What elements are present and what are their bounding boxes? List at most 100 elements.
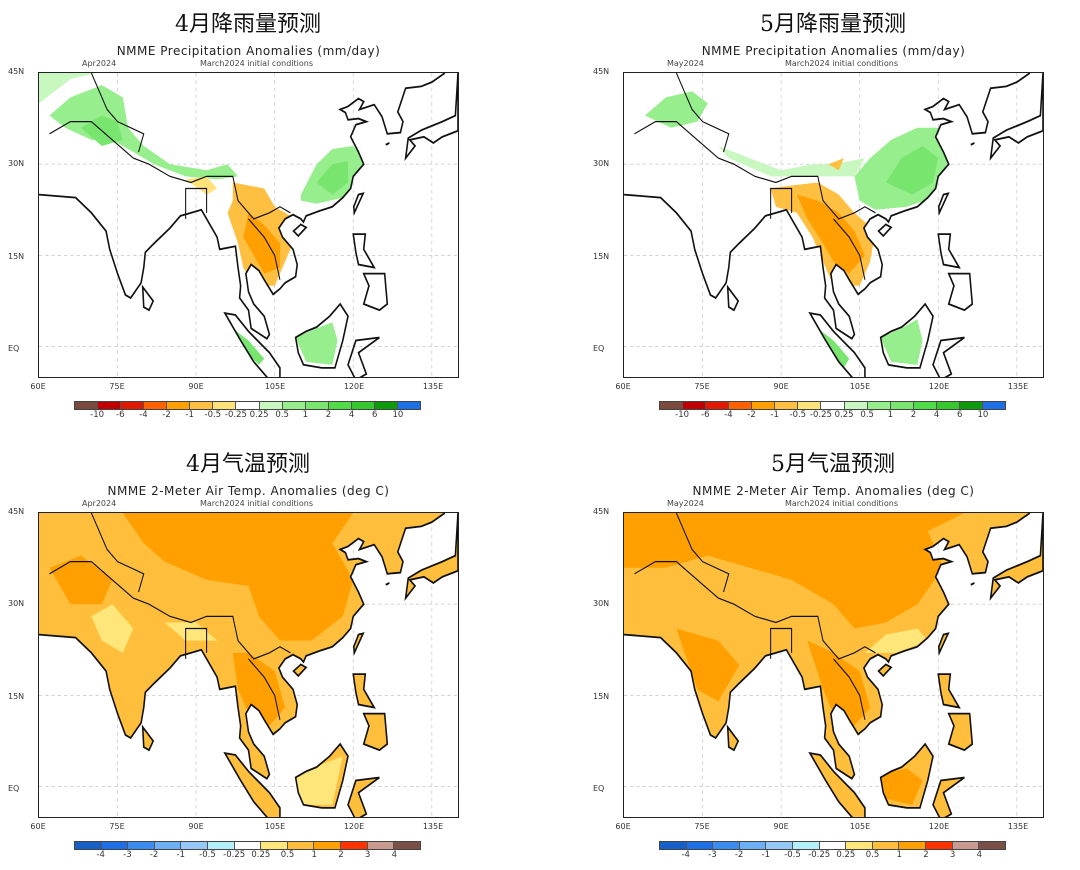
colorbar-label: -2 bbox=[734, 850, 744, 860]
colorbar-swatch bbox=[821, 402, 845, 409]
anomaly-region bbox=[243, 212, 280, 274]
island-coastline bbox=[937, 233, 961, 269]
lon-tick: 60E bbox=[30, 382, 46, 391]
lat-tick: EQ bbox=[8, 784, 20, 793]
island-coastline bbox=[352, 233, 376, 269]
anomaly-region bbox=[295, 322, 338, 365]
colorbar bbox=[74, 841, 421, 850]
country-border bbox=[634, 121, 876, 220]
may-precip-panel: 5月降雨量预测 NMME Precipitation Anomalies (mm… bbox=[585, 0, 1080, 430]
country-border bbox=[90, 73, 145, 153]
island-coastline bbox=[932, 336, 965, 377]
colorbar-label: -0.25 bbox=[223, 850, 246, 860]
lon-tick: 105E bbox=[849, 382, 871, 391]
lon-tick: 120E bbox=[343, 822, 365, 831]
april-temp-panel: 4月气温预测 NMME 2-Meter Air Temp. Anomalies … bbox=[0, 440, 540, 870]
colorbar-swatch bbox=[213, 402, 237, 409]
island-coastline bbox=[223, 311, 281, 377]
colorbar-swatch bbox=[660, 842, 687, 849]
colorbar-swatch bbox=[867, 402, 891, 409]
colorbar-swatch bbox=[798, 402, 822, 409]
island-coastline bbox=[292, 223, 308, 238]
map bbox=[39, 73, 458, 377]
lon-tick: 120E bbox=[928, 382, 950, 391]
colorbar-swatch bbox=[706, 402, 730, 409]
island-coastline bbox=[292, 663, 308, 678]
map-frame bbox=[623, 512, 1044, 818]
colorbar-label: -0.5 bbox=[204, 410, 222, 420]
anomaly-region bbox=[796, 194, 865, 274]
island-coastline bbox=[726, 284, 740, 312]
country-border bbox=[49, 561, 291, 660]
panel-heading: 5月气温预测 bbox=[771, 452, 895, 477]
colorbar-swatch bbox=[766, 842, 794, 849]
lon-tick: 120E bbox=[928, 822, 950, 831]
colorbar-label: 10 bbox=[392, 410, 404, 420]
island-coastline bbox=[362, 712, 389, 752]
colorbar-label: 1 bbox=[302, 410, 309, 420]
colorbar-swatch bbox=[844, 402, 868, 409]
anomaly-region bbox=[437, 352, 458, 371]
lat-tick: EQ bbox=[593, 344, 605, 353]
lon-tick: 105E bbox=[264, 382, 286, 391]
country-border bbox=[770, 187, 793, 219]
colorbar-label: -4 bbox=[96, 850, 105, 860]
lon-tick: 75E bbox=[694, 822, 710, 831]
colorbar-label: 0.5 bbox=[860, 410, 874, 420]
country-border bbox=[248, 658, 281, 720]
country-border bbox=[248, 218, 281, 280]
colorbar-swatch bbox=[144, 402, 168, 409]
colorbar-swatch bbox=[913, 402, 937, 409]
colorbar-label: 1 bbox=[896, 850, 902, 860]
anomaly-region bbox=[880, 768, 923, 805]
colorbar-swatch bbox=[154, 842, 182, 849]
colorbar-label: -6 bbox=[116, 410, 125, 420]
colorbar-swatch bbox=[234, 842, 262, 849]
colorbar-label: -0.5 bbox=[199, 850, 216, 860]
colorbar-swatch bbox=[872, 842, 900, 849]
lat-tick: EQ bbox=[593, 784, 605, 793]
map bbox=[624, 513, 1043, 817]
lat-tick: 30N bbox=[593, 159, 610, 168]
colorbar-label: 0.5 bbox=[275, 410, 289, 420]
colorbar-label: 0.25 bbox=[836, 850, 856, 860]
island-coastline bbox=[937, 673, 961, 709]
colorbar-swatch bbox=[959, 402, 983, 409]
island-coastline bbox=[937, 192, 950, 216]
country-border bbox=[833, 658, 866, 720]
island-coastline bbox=[989, 513, 1043, 601]
colorbar-label: 3 bbox=[364, 850, 371, 860]
colorbar-label: -4 bbox=[724, 410, 733, 420]
anomaly-region bbox=[718, 145, 865, 177]
colorbar-swatch bbox=[819, 842, 847, 849]
coastline bbox=[39, 73, 446, 340]
colorbar-swatch bbox=[846, 842, 873, 849]
lat-tick: 30N bbox=[8, 599, 25, 608]
map-title: NMME Precipitation Anomalies (mm/day) bbox=[116, 44, 381, 58]
colorbar-swatch bbox=[793, 842, 820, 849]
island-coastline bbox=[932, 776, 965, 817]
island-coastline bbox=[879, 302, 934, 369]
colorbar-label: 2 bbox=[910, 410, 917, 420]
colorbar-swatch bbox=[98, 402, 122, 409]
map bbox=[39, 513, 458, 817]
colorbar bbox=[659, 401, 1006, 410]
colorbar-swatch bbox=[739, 842, 767, 849]
lon-tick: 90E bbox=[773, 382, 789, 391]
lat-tick: 45N bbox=[8, 507, 25, 516]
colorbar-label: 1 bbox=[311, 850, 317, 860]
country-border bbox=[634, 561, 876, 660]
colorbar-swatch bbox=[982, 402, 1005, 409]
colorbar-label: 3 bbox=[949, 850, 956, 860]
colorbar-label: 2 bbox=[338, 850, 344, 860]
island-coastline bbox=[989, 73, 1043, 161]
lon-tick: 90E bbox=[773, 822, 789, 831]
colorbar-swatch bbox=[259, 402, 283, 409]
colorbar-swatch bbox=[952, 842, 980, 849]
colorbar-swatch bbox=[208, 842, 235, 849]
colorbar-label: -3 bbox=[708, 850, 717, 860]
colorbar-swatch bbox=[305, 402, 329, 409]
map-frame bbox=[38, 72, 459, 378]
colorbar-label: 0.5 bbox=[865, 850, 880, 860]
colorbar bbox=[659, 841, 1006, 850]
